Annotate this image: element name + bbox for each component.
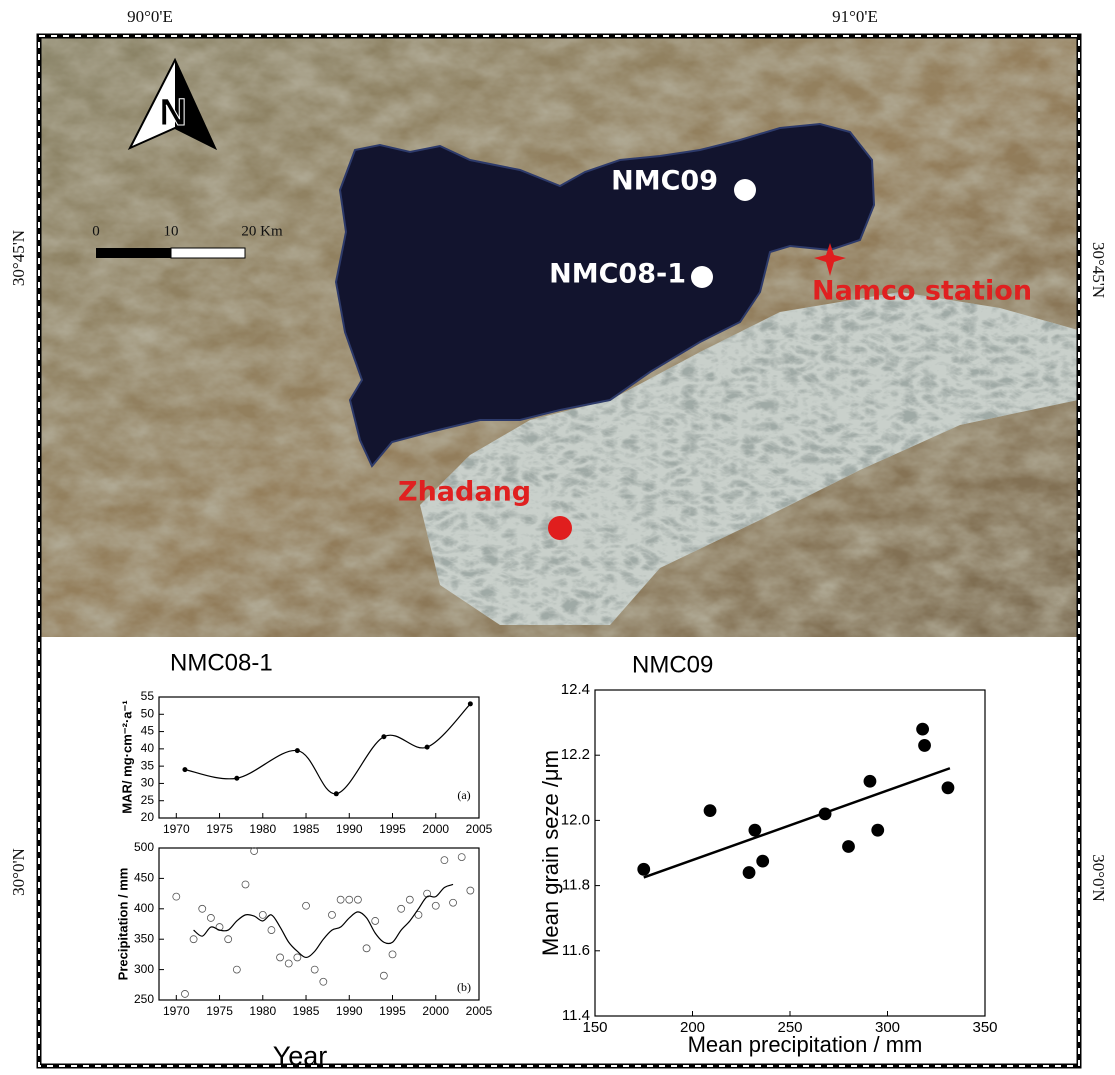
point [334, 791, 339, 796]
site-label: Zhadang [398, 477, 531, 508]
chart-title: NMC08-1 [170, 649, 273, 676]
satellite-map: N 0 10 20 Km NMC09 NMC08-1 Namco station… [40, 37, 1078, 637]
y-tick-label: 400 [134, 901, 154, 915]
y-tick-label: 500 [134, 840, 154, 854]
point [942, 782, 954, 794]
annotation: (a) [457, 788, 470, 802]
y-tick-label: 11.4 [562, 1007, 590, 1024]
y-tick-label: 250 [134, 992, 154, 1006]
y-tick-label: 20 [141, 810, 155, 824]
point [919, 739, 931, 751]
x-axis-label: Year [273, 1041, 328, 1071]
point [638, 863, 650, 875]
north-label: N [159, 92, 186, 134]
y-tick-label: 300 [134, 962, 154, 976]
x-tick-label: 1980 [249, 1004, 276, 1018]
figure: N 0 10 20 Km NMC09 NMC08-1 Namco station… [0, 0, 1115, 1075]
y-axis-label: MAR/ mg·cm⁻²·a⁻¹ [119, 700, 134, 813]
scale-label: 20 Km [241, 223, 283, 239]
point [872, 824, 884, 836]
site-label: NMC08-1 [549, 259, 686, 290]
point [864, 775, 876, 787]
x-tick-label: 2005 [466, 822, 493, 836]
lon-label: 91°0'E [832, 7, 878, 26]
y-tick-label: 350 [134, 931, 154, 945]
x-tick-label: 2000 [422, 1004, 449, 1018]
x-tick-label: 1985 [293, 1004, 320, 1018]
y-axis-label: Precipitation / mm [115, 868, 130, 981]
x-axis-label: Mean precipitation / mm [688, 1032, 923, 1057]
y-tick-label: 11.6 [562, 942, 590, 959]
site-label: Namco station [812, 276, 1032, 307]
point [425, 745, 430, 750]
x-tick-label: 1995 [379, 822, 406, 836]
lat-label: 30°0'N [1089, 854, 1108, 902]
lon-label: 90°0'E [127, 7, 173, 26]
point [381, 734, 386, 739]
lat-label: 30°45'N [9, 230, 28, 286]
y-tick-label: 30 [141, 776, 155, 790]
x-tick-label: 1980 [249, 822, 276, 836]
x-tick-label: 1970 [163, 1004, 190, 1018]
y-tick-label: 11.8 [562, 877, 590, 894]
point [749, 824, 761, 836]
site-marker [691, 266, 713, 288]
point [182, 767, 187, 772]
site-marker [734, 179, 756, 201]
scale-bar-light [171, 248, 245, 258]
y-tick-label: 35 [141, 758, 155, 772]
point [743, 867, 755, 879]
point [234, 776, 239, 781]
x-tick-label: 350 [972, 1019, 997, 1036]
site-label: NMC09 [611, 166, 718, 197]
y-tick-label: 25 [141, 793, 155, 807]
scale-label: 0 [92, 223, 100, 239]
y-tick-label: 12.0 [561, 811, 590, 828]
x-tick-label: 2000 [422, 822, 449, 836]
x-tick-label: 1970 [163, 822, 190, 836]
x-tick-label: 2005 [466, 1004, 493, 1018]
y-axis-label: Mean grain seze /μm [538, 750, 563, 956]
y-tick-label: 12.2 [561, 746, 590, 763]
chart-title: NMC09 [632, 651, 713, 678]
y-tick-label: 45 [141, 724, 155, 738]
lat-label: 30°0'N [9, 848, 28, 896]
point [468, 701, 473, 706]
x-tick-label: 1975 [206, 1004, 233, 1018]
y-tick-label: 40 [141, 741, 155, 755]
point [704, 805, 716, 817]
scale-bar-dark [96, 248, 171, 258]
annotation: (b) [457, 980, 471, 994]
site-marker [548, 516, 572, 540]
y-tick-label: 50 [141, 706, 155, 720]
lat-label: 30°45'N [1089, 242, 1108, 298]
x-tick-label: 1990 [336, 822, 363, 836]
y-tick-label: 450 [134, 871, 154, 885]
x-tick-label: 1990 [336, 1004, 363, 1018]
y-tick-label: 55 [141, 689, 155, 703]
scale-label: 10 [164, 223, 179, 239]
point [757, 855, 769, 867]
point [843, 840, 855, 852]
x-tick-label: 1995 [379, 1004, 406, 1018]
point [295, 748, 300, 753]
x-tick-label: 1975 [206, 822, 233, 836]
x-tick-label: 1985 [293, 822, 320, 836]
y-tick-label: 12.4 [561, 681, 590, 698]
point [917, 723, 929, 735]
